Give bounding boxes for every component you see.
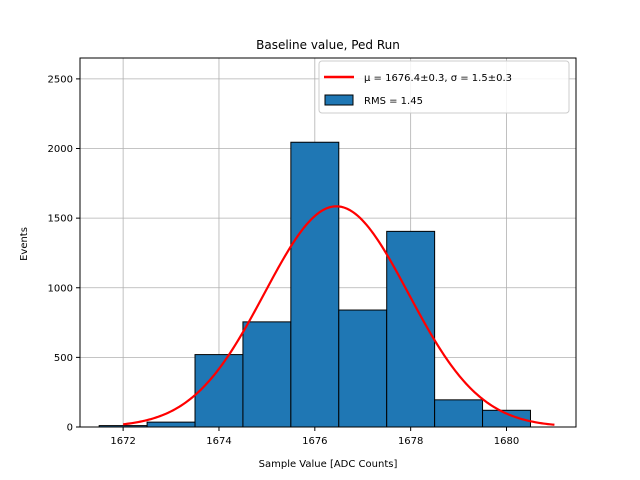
histogram-bar-5 [338,309,388,428]
x-tick-label-0: 1672 [110,436,135,447]
histogram-bar-7 [434,399,484,428]
fit-curve-layer [123,205,555,426]
x-tick-label-2: 1676 [302,436,327,447]
legend-fit-label: μ = 1676.4±0.3, σ = 1.5±0.3 [364,73,512,84]
histogram-bar-2 [194,354,244,428]
plot-frame [79,57,577,428]
legend-histogram-swatch [324,94,354,106]
y-tick-label-3: 1500 [48,214,73,225]
y-tick-label-2: 1000 [48,283,73,294]
legend-frame [318,60,570,114]
y-tick-label-5: 2500 [48,74,73,85]
y-axis-label: Events [19,227,30,261]
x-axis-label: Sample Value [ADC Counts] [259,459,398,470]
fit-curve [123,205,555,426]
y-tick-label-4: 2000 [48,144,73,155]
x-tick-label-3: 1678 [398,436,423,447]
x-tick-label-4: 1680 [494,436,519,447]
histogram-bar-3 [242,321,292,428]
y-tick-label-1: 500 [54,353,73,364]
legend-histogram-label: RMS = 1.45 [364,96,423,107]
histogram-bar-1 [146,421,196,428]
histogram-bar-4 [290,141,340,428]
y-tick-label-0: 0 [67,423,73,434]
legend: μ = 1676.4±0.3, σ = 1.5±0.3 RMS = 1.45 [318,60,570,114]
tick-marks: 1672 1674 1676 1678 1680 0 500 1000 1500 2000 2500 [48,74,520,447]
axes [79,57,577,428]
x-tick-label-1: 1674 [206,436,231,447]
chart-title: Baseline value, Ped Run [256,38,400,52]
